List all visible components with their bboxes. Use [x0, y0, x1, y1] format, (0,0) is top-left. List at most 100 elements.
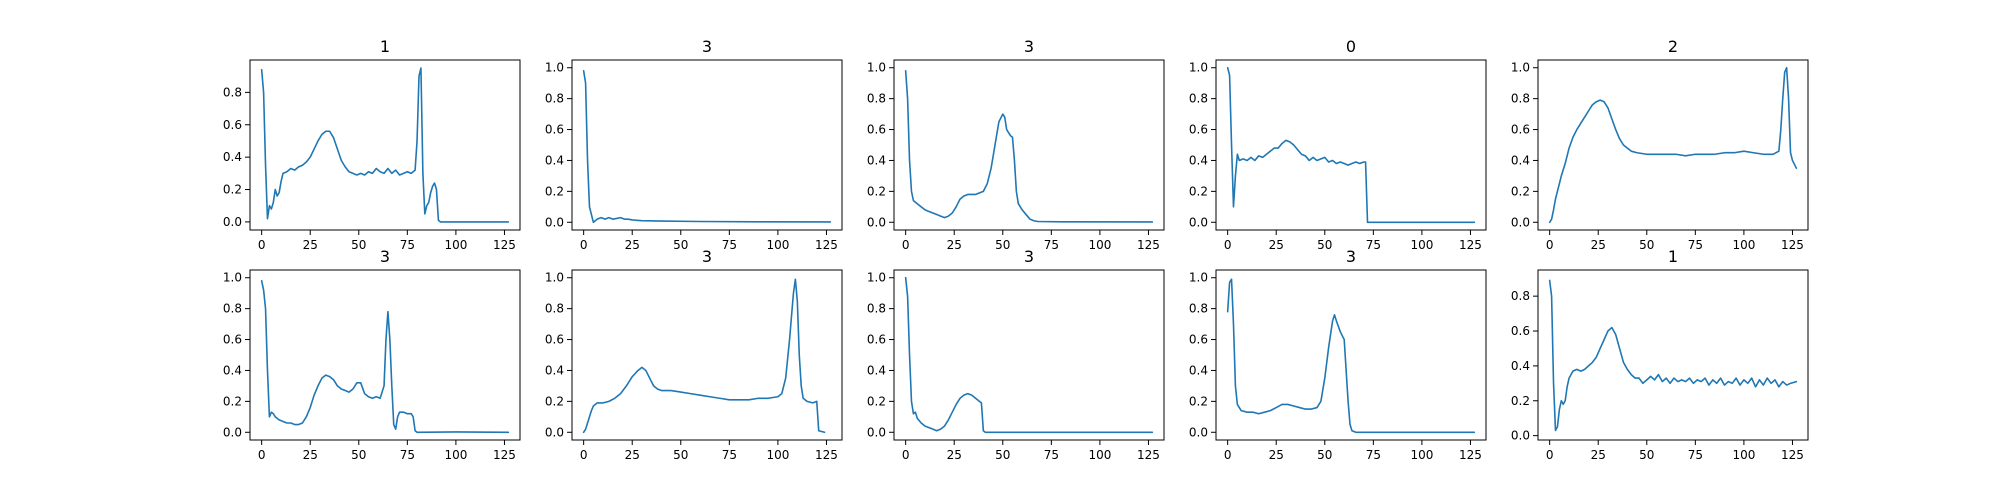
- y-tick-label: 1.0: [1189, 61, 1208, 75]
- axes-frame: [571, 59, 843, 231]
- y-tick-label: 0.0: [545, 215, 564, 229]
- subplot-3: 0 25 50 75 100 125 0.0 0.2 0.4 0.6 0.8 1.0 3: [867, 37, 1165, 252]
- y-tick-label: 0.4: [223, 150, 242, 164]
- x-tick-label: 125: [1781, 448, 1804, 462]
- x-tick-label: 0: [258, 238, 266, 252]
- y-tick-label: 0.4: [223, 363, 242, 377]
- x-tick-label: 50: [1639, 238, 1654, 252]
- x-tick-label: 75: [400, 238, 415, 252]
- x-tick-label: 50: [351, 448, 366, 462]
- series-line: [260, 280, 510, 434]
- x-tick-label: 0: [580, 238, 588, 252]
- x-tick-label: 25: [1591, 238, 1606, 252]
- x-tick-label: 25: [1269, 448, 1284, 462]
- subplot-7: 0 25 50 75 100 125 0.0 0.2 0.4 0.6 0.8 1.0 3: [545, 247, 843, 462]
- y-tick-label: 0.2: [223, 183, 242, 197]
- y-tick-label: 1.0: [1189, 271, 1208, 285]
- x-tick-label: 50: [995, 448, 1010, 462]
- subplot-title: 3: [1024, 247, 1034, 266]
- y-tick-label: 0.2: [867, 394, 886, 408]
- y-tick-label: 1.0: [1511, 61, 1530, 75]
- y-tick-label: 1.0: [545, 271, 564, 285]
- y-tick-label: 0.6: [1189, 123, 1208, 137]
- y-tick-label: 0.2: [545, 394, 564, 408]
- x-tick-label: 75: [722, 448, 737, 462]
- x-tick-label: 75: [1688, 238, 1703, 252]
- x-tick-label: 100: [444, 448, 467, 462]
- y-tick-label: 0.4: [1189, 153, 1208, 167]
- x-tick-label: 25: [303, 448, 318, 462]
- x-tick-label: 0: [1224, 448, 1232, 462]
- x-tick-label: 100: [1410, 238, 1433, 252]
- x-tick-label: 125: [493, 448, 516, 462]
- x-tick-label: 125: [493, 238, 516, 252]
- y-tick-label: 0.6: [1189, 333, 1208, 347]
- series-line: [904, 70, 1154, 223]
- x-tick-label: 125: [815, 448, 838, 462]
- x-tick-label: 0: [1546, 238, 1554, 252]
- subplot-9: 0 25 50 75 100 125 0.0 0.2 0.4 0.6 0.8 1.0 3: [1189, 247, 1487, 462]
- y-tick-label: 0.2: [545, 184, 564, 198]
- x-tick-label: 125: [1459, 238, 1482, 252]
- y-tick-label: 0.2: [1189, 394, 1208, 408]
- axes-frame: [893, 269, 1165, 441]
- y-tick-label: 0.4: [867, 153, 886, 167]
- y-tick-label: 0.8: [1511, 92, 1530, 106]
- x-tick-label: 25: [625, 448, 640, 462]
- x-tick-label: 25: [625, 238, 640, 252]
- x-tick-label: 100: [766, 448, 789, 462]
- axes-frame: [1215, 269, 1487, 441]
- y-tick-label: 0.2: [1511, 394, 1530, 408]
- y-tick-label: 0.0: [867, 425, 886, 439]
- subplot-10: 0 25 50 75 100 125 0.0 0.2 0.4 0.6 0.8 1: [1511, 247, 1809, 462]
- x-tick-label: 50: [351, 238, 366, 252]
- series-line: [1548, 66, 1798, 224]
- y-tick-label: 0.0: [223, 215, 242, 229]
- x-tick-label: 100: [1732, 238, 1755, 252]
- axes-frame: [893, 59, 1165, 231]
- series-line: [260, 67, 510, 223]
- x-tick-label: 125: [1459, 448, 1482, 462]
- x-tick-label: 100: [1088, 238, 1111, 252]
- x-tick-label: 50: [673, 238, 688, 252]
- y-tick-label: 0.0: [867, 215, 886, 229]
- x-tick-label: 25: [303, 238, 318, 252]
- x-tick-label: 100: [444, 238, 467, 252]
- x-tick-label: 100: [766, 238, 789, 252]
- subplot-5: 0 25 50 75 100 125 0.0 0.2 0.4 0.6 0.8 1.0 2: [1511, 37, 1809, 252]
- y-tick-label: 0.6: [545, 123, 564, 137]
- x-tick-label: 75: [400, 448, 415, 462]
- y-tick-label: 0.0: [545, 425, 564, 439]
- x-tick-label: 0: [1224, 238, 1232, 252]
- y-tick-label: 1.0: [867, 61, 886, 75]
- x-tick-label: 125: [1781, 238, 1804, 252]
- y-tick-label: 0.6: [867, 333, 886, 347]
- subplot-title: 3: [1024, 37, 1034, 56]
- x-tick-label: 125: [1137, 238, 1160, 252]
- subplot-4: 0 25 50 75 100 125 0.0 0.2 0.4 0.6 0.8 1.0 0: [1189, 37, 1487, 252]
- y-tick-label: 0.8: [867, 92, 886, 106]
- series-line: [582, 278, 826, 434]
- series-line: [1548, 279, 1798, 432]
- series-line: [1226, 278, 1476, 434]
- y-tick-label: 0.4: [545, 153, 564, 167]
- y-tick-label: 0.6: [867, 123, 886, 137]
- axes-frame: [249, 59, 521, 231]
- y-tick-label: 0.2: [1511, 184, 1530, 198]
- subplot-title: 2: [1668, 37, 1678, 56]
- axes-frame: [1537, 59, 1809, 231]
- y-tick-label: 0.8: [223, 85, 242, 99]
- x-tick-label: 50: [1317, 448, 1332, 462]
- x-tick-label: 125: [1137, 448, 1160, 462]
- y-tick-label: 0.2: [1189, 184, 1208, 198]
- subplot-title: 3: [380, 247, 390, 266]
- y-tick-label: 0.6: [1511, 123, 1530, 137]
- axes-frame: [249, 269, 521, 441]
- x-tick-label: 100: [1732, 448, 1755, 462]
- y-tick-label: 0.0: [1511, 215, 1530, 229]
- y-tick-label: 0.8: [1511, 289, 1530, 303]
- x-tick-label: 0: [258, 448, 266, 462]
- subplot-title: 3: [702, 247, 712, 266]
- series-line: [582, 70, 832, 224]
